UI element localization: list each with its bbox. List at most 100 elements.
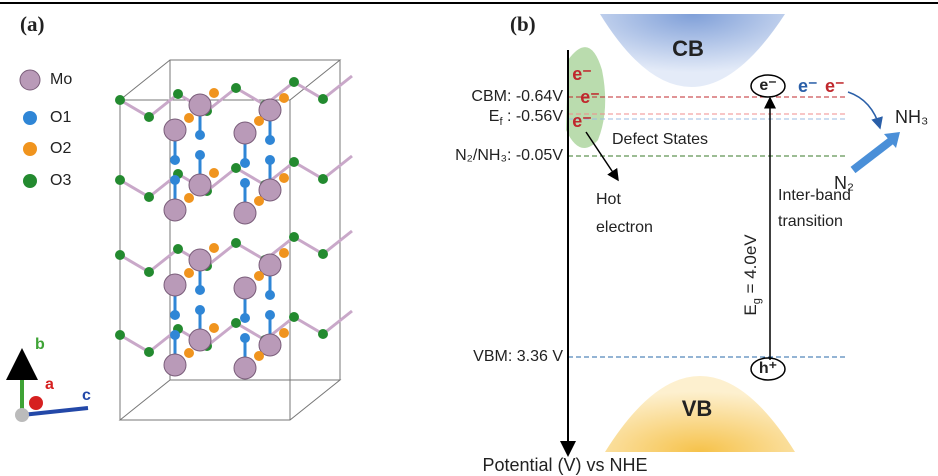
o3-atom [115, 250, 125, 260]
o3-atom [289, 312, 299, 322]
axis-label: a [45, 376, 54, 393]
electron: e⁻ [798, 76, 818, 96]
bond [236, 88, 265, 105]
o3-atom [115, 175, 125, 185]
bond [149, 94, 178, 117]
electron: e⁻ [580, 87, 600, 107]
o2-atom [184, 113, 194, 123]
panel-label: (a) [20, 12, 45, 36]
o1-atom [195, 130, 205, 140]
mo-atom [234, 357, 256, 379]
product-label: NH₃ [895, 107, 928, 127]
o1-atom [170, 155, 180, 165]
o3-atom [115, 95, 125, 105]
reactant-label: N₂ [834, 173, 854, 193]
o3-atom [144, 192, 154, 202]
o3-atom [144, 112, 154, 122]
o3-atom [318, 94, 328, 104]
defect-label: Defect States [612, 131, 708, 148]
bond [323, 311, 352, 334]
legend-atom [23, 111, 37, 125]
mo-atom [164, 119, 186, 141]
bond [120, 100, 149, 117]
o1-atom [240, 313, 250, 323]
o2-atom [279, 173, 289, 183]
o2-atom [209, 323, 219, 333]
o1-atom [265, 155, 275, 165]
hole: h⁺ [759, 360, 777, 377]
mo-atom [189, 329, 211, 351]
o3-atom [231, 318, 241, 328]
o2-atom [254, 271, 264, 281]
o3-atom [318, 174, 328, 184]
o3-atom [289, 157, 299, 167]
gap-label: Eg = 4.0eV [741, 234, 762, 316]
bond [294, 82, 323, 99]
axis-origin [15, 408, 29, 422]
axis-label: c [82, 387, 91, 404]
legend-atom [23, 142, 37, 156]
o2-atom [184, 268, 194, 278]
o3-atom [231, 163, 241, 173]
o1-atom [170, 310, 180, 320]
electron: e⁻ [825, 76, 845, 96]
mo-atom [234, 202, 256, 224]
o2-atom [209, 243, 219, 253]
axis-label: b [35, 336, 45, 353]
level-label: Ef : -0.56V [489, 108, 564, 128]
bond [236, 243, 265, 260]
o2-atom [279, 93, 289, 103]
o2-atom [254, 116, 264, 126]
bond [120, 255, 149, 272]
level-label: N₂/NH₃: -0.05V [455, 147, 563, 164]
bond [120, 335, 149, 352]
o3-atom [318, 249, 328, 259]
o3-atom [231, 238, 241, 248]
o1-atom [265, 135, 275, 145]
panel-label: (b) [510, 12, 536, 36]
o2-atom [254, 351, 264, 361]
o3-atom [289, 77, 299, 87]
bond [149, 249, 178, 272]
o3-atom [289, 232, 299, 242]
o1-atom [240, 158, 250, 168]
level-label: CBM: -0.64V [471, 88, 563, 105]
mo-atom [189, 249, 211, 271]
o2-atom [279, 248, 289, 258]
o1-atom [170, 330, 180, 340]
transition-label: transition [778, 213, 843, 230]
axis-arrow [22, 408, 88, 415]
level-label: VBM: 3.36 V [473, 348, 563, 365]
o1-atom [195, 150, 205, 160]
o3-atom [173, 89, 183, 99]
legend-atom [20, 70, 40, 90]
o1-atom [240, 178, 250, 188]
o2-atom [209, 88, 219, 98]
legend-label: O1 [50, 109, 71, 126]
o3-atom [144, 267, 154, 277]
figure: (a) Mo O1 O2 O3 b a c (b) CB VB CBM: -0.… [0, 0, 938, 476]
reaction-arrow [848, 92, 880, 128]
hot-label: Hot [596, 191, 621, 208]
electron: e⁻ [759, 77, 776, 94]
o1-atom [195, 285, 205, 295]
legend-label: Mo [50, 71, 72, 88]
bond [323, 76, 352, 99]
mo-atom [189, 174, 211, 196]
band-label: VB [682, 396, 713, 421]
mo-atom [164, 274, 186, 296]
o2-atom [254, 196, 264, 206]
bond [294, 237, 323, 254]
o2-atom [279, 328, 289, 338]
o2-atom [209, 168, 219, 178]
crystal [115, 76, 352, 379]
bond [294, 317, 323, 334]
o2-atom [184, 348, 194, 358]
o3-atom [318, 329, 328, 339]
o3-atom [144, 347, 154, 357]
o3-atom [173, 244, 183, 254]
o3-atom [231, 83, 241, 93]
bond [120, 180, 149, 197]
mo-atom [164, 199, 186, 221]
o1-atom [170, 175, 180, 185]
